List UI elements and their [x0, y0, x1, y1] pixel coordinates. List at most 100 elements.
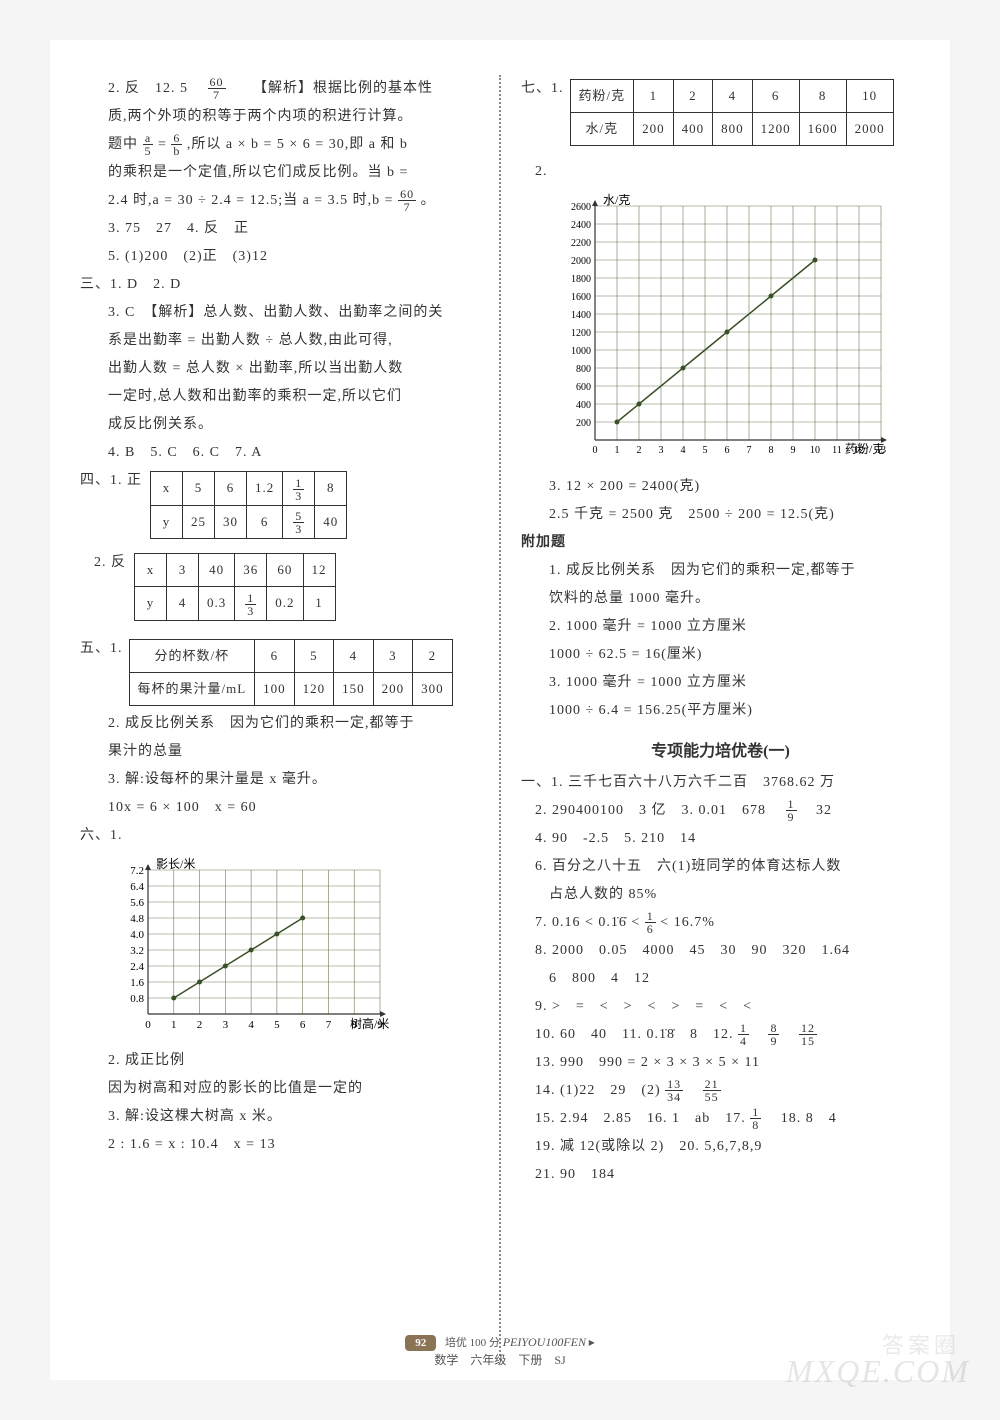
svg-text:5.6: 5.6: [130, 897, 144, 909]
cell: 60: [267, 554, 303, 587]
cell: 6: [247, 505, 283, 539]
cell: 5: [294, 639, 334, 672]
cell: 40: [199, 554, 235, 587]
watermark: 答案圈: [882, 1328, 960, 1360]
cell: 0.3: [199, 587, 235, 621]
cell: 300: [413, 672, 453, 705]
text: 占总人数的 85%: [521, 881, 920, 909]
cell: x: [135, 554, 167, 587]
svg-text:树高/米: 树高/米: [350, 1016, 389, 1031]
cell: 53: [283, 505, 315, 539]
cell: 5: [183, 472, 215, 506]
cell: 12: [303, 554, 335, 587]
text: 一定时,总人数和出勤率的乘积一定,所以它们: [80, 383, 479, 411]
text: 2.5 千克 = 2500 克 2500 ÷ 200 = 12.5(克): [521, 501, 920, 529]
cell: 8: [799, 80, 846, 113]
cell: 1600: [799, 113, 846, 146]
text: 13. 990 990 = 2 × 3 × 3 × 5 × 11: [521, 1049, 920, 1077]
section-6: 六、1.: [80, 822, 479, 850]
cell: 3: [167, 554, 199, 587]
t: 15. 2.94 2.85 16. 1 ab 17.: [535, 1111, 750, 1126]
fraction: 6b: [171, 132, 182, 157]
text: 2. 290400100 3 亿 3. 0.01 678 19 32: [521, 797, 920, 825]
fraction: 607: [398, 188, 416, 213]
cell: 2: [673, 80, 713, 113]
text: 10. 60 40 11. 0.1̇8̇ 8 12. 14 89 1215: [521, 1021, 920, 1049]
cell: 40: [315, 505, 347, 539]
cell: 150: [334, 672, 374, 705]
cell: 4: [713, 80, 753, 113]
svg-text:4: 4: [248, 1019, 254, 1031]
svg-text:6.4: 6.4: [130, 881, 144, 893]
text: 饮料的总量 1000 毫升。: [521, 585, 920, 613]
svg-text:11: 11: [832, 445, 842, 456]
line-chart: 7.26.45.64.84.03.22.41.60.80123456789影长/…: [110, 856, 390, 1036]
cell: 药粉/克: [570, 80, 634, 113]
page: 2. 反 12. 5 607 【解析】根据比例的基本性 质,两个外项的积等于两个…: [50, 40, 950, 1380]
cell: 1: [303, 587, 335, 621]
cell: 分的杯数/杯: [129, 639, 255, 672]
svg-text:0: 0: [145, 1019, 151, 1031]
cell: 36: [235, 554, 267, 587]
text: 6 800 4 12: [521, 965, 920, 993]
t: ,所以 a × b = 5 × 6 = 30,即 a 和 b: [187, 137, 408, 152]
text: 6. 百分之八十五 六(1)班同学的体育达标人数: [521, 853, 920, 881]
text: 4. B 5. C 6. C 7. A: [80, 439, 479, 467]
label: 2. 反: [94, 549, 126, 577]
svg-text:2400: 2400: [571, 220, 591, 231]
section-title: 专项能力培优卷(一): [521, 737, 920, 761]
svg-text:8: 8: [769, 445, 774, 456]
table-4-2: x 3 40 36 60 12 y 4 0.3 13 0.2 1: [134, 553, 336, 621]
text: 5. (1)200 (2)正 (3)12: [80, 243, 479, 271]
cell: 13: [235, 587, 267, 621]
text: 3. 解:设每杯的果汁量是 x 毫升。: [80, 766, 479, 794]
text: 2. 1000 毫升 = 1000 立方厘米: [521, 613, 920, 641]
cell: 3: [373, 639, 413, 672]
fraction: 18: [750, 1106, 761, 1131]
chart-7: 2600240022002000180016001400120010008006…: [551, 192, 920, 467]
text: 1. 成反比例关系 因为它们的乘积一定,都等于: [521, 557, 920, 585]
svg-text:药粉/克: 药粉/克: [845, 442, 884, 456]
svg-text:3: 3: [223, 1019, 229, 1031]
label: 七、1.: [521, 75, 564, 103]
right-column: 七、1. 药粉/克 1 2 4 6 8 10 水/克 200 400 800 1…: [521, 75, 920, 1360]
svg-text:1: 1: [171, 1019, 177, 1031]
cell: 13: [283, 472, 315, 506]
section-3: 三、1. D 2. D: [80, 271, 479, 299]
footer-text: 培优 100 分: [445, 1337, 500, 1349]
t: 32: [801, 803, 832, 818]
text: 3. 解:设这棵大树高 x 米。: [80, 1103, 479, 1131]
svg-text:1400: 1400: [571, 310, 591, 321]
column-divider: [499, 75, 501, 1360]
svg-text:2: 2: [197, 1019, 203, 1031]
svg-text:2: 2: [637, 445, 642, 456]
cell: 8: [315, 472, 347, 506]
t: < 16.7%: [660, 915, 715, 930]
text: 因为树高和对应的影长的比值是一定的: [80, 1075, 479, 1103]
text: 2 : 1.6 = x : 10.4 x = 13: [80, 1131, 479, 1159]
text: 2. 成正比例: [80, 1047, 479, 1075]
text: 质,两个外项的积等于两个内项的积进行计算。: [80, 103, 479, 131]
t: 2.4 时,a = 30 ÷ 2.4 = 12.5;当 a = 3.5 时,b …: [108, 193, 398, 208]
cell: 0.2: [267, 587, 303, 621]
svg-text:4: 4: [681, 445, 686, 456]
cell: 1: [634, 80, 674, 113]
cell: 4: [334, 639, 374, 672]
cell: 120: [294, 672, 334, 705]
t: 10. 60 40 11. 0.1̇8̇ 8 12.: [535, 1027, 738, 1042]
svg-text:4.8: 4.8: [130, 913, 144, 925]
section-5: 五、1. 分的杯数/杯 6 5 4 3 2 每杯的果汁量/mL 100 120 …: [80, 635, 479, 710]
label: 四、1. 正: [80, 467, 142, 495]
t: 18. 8 4: [766, 1111, 837, 1126]
svg-text:5: 5: [274, 1019, 280, 1031]
text: 7. 0.16 < 0.1̇6̇ < 16 < 16.7%: [521, 909, 920, 937]
text: 3. 12 × 200 = 2400(克): [521, 473, 920, 501]
svg-text:1800: 1800: [571, 274, 591, 285]
fraction: 19: [786, 798, 797, 823]
svg-text:1200: 1200: [571, 328, 591, 339]
fraction: 2155: [703, 1078, 721, 1103]
svg-text:200: 200: [576, 418, 591, 429]
text: 题中 a5 = 6b ,所以 a × b = 5 × 6 = 30,即 a 和 …: [80, 131, 479, 159]
text: 系是出勤率 = 出勤人数 ÷ 总人数,由此可得,: [80, 327, 479, 355]
svg-text:2200: 2200: [571, 238, 591, 249]
